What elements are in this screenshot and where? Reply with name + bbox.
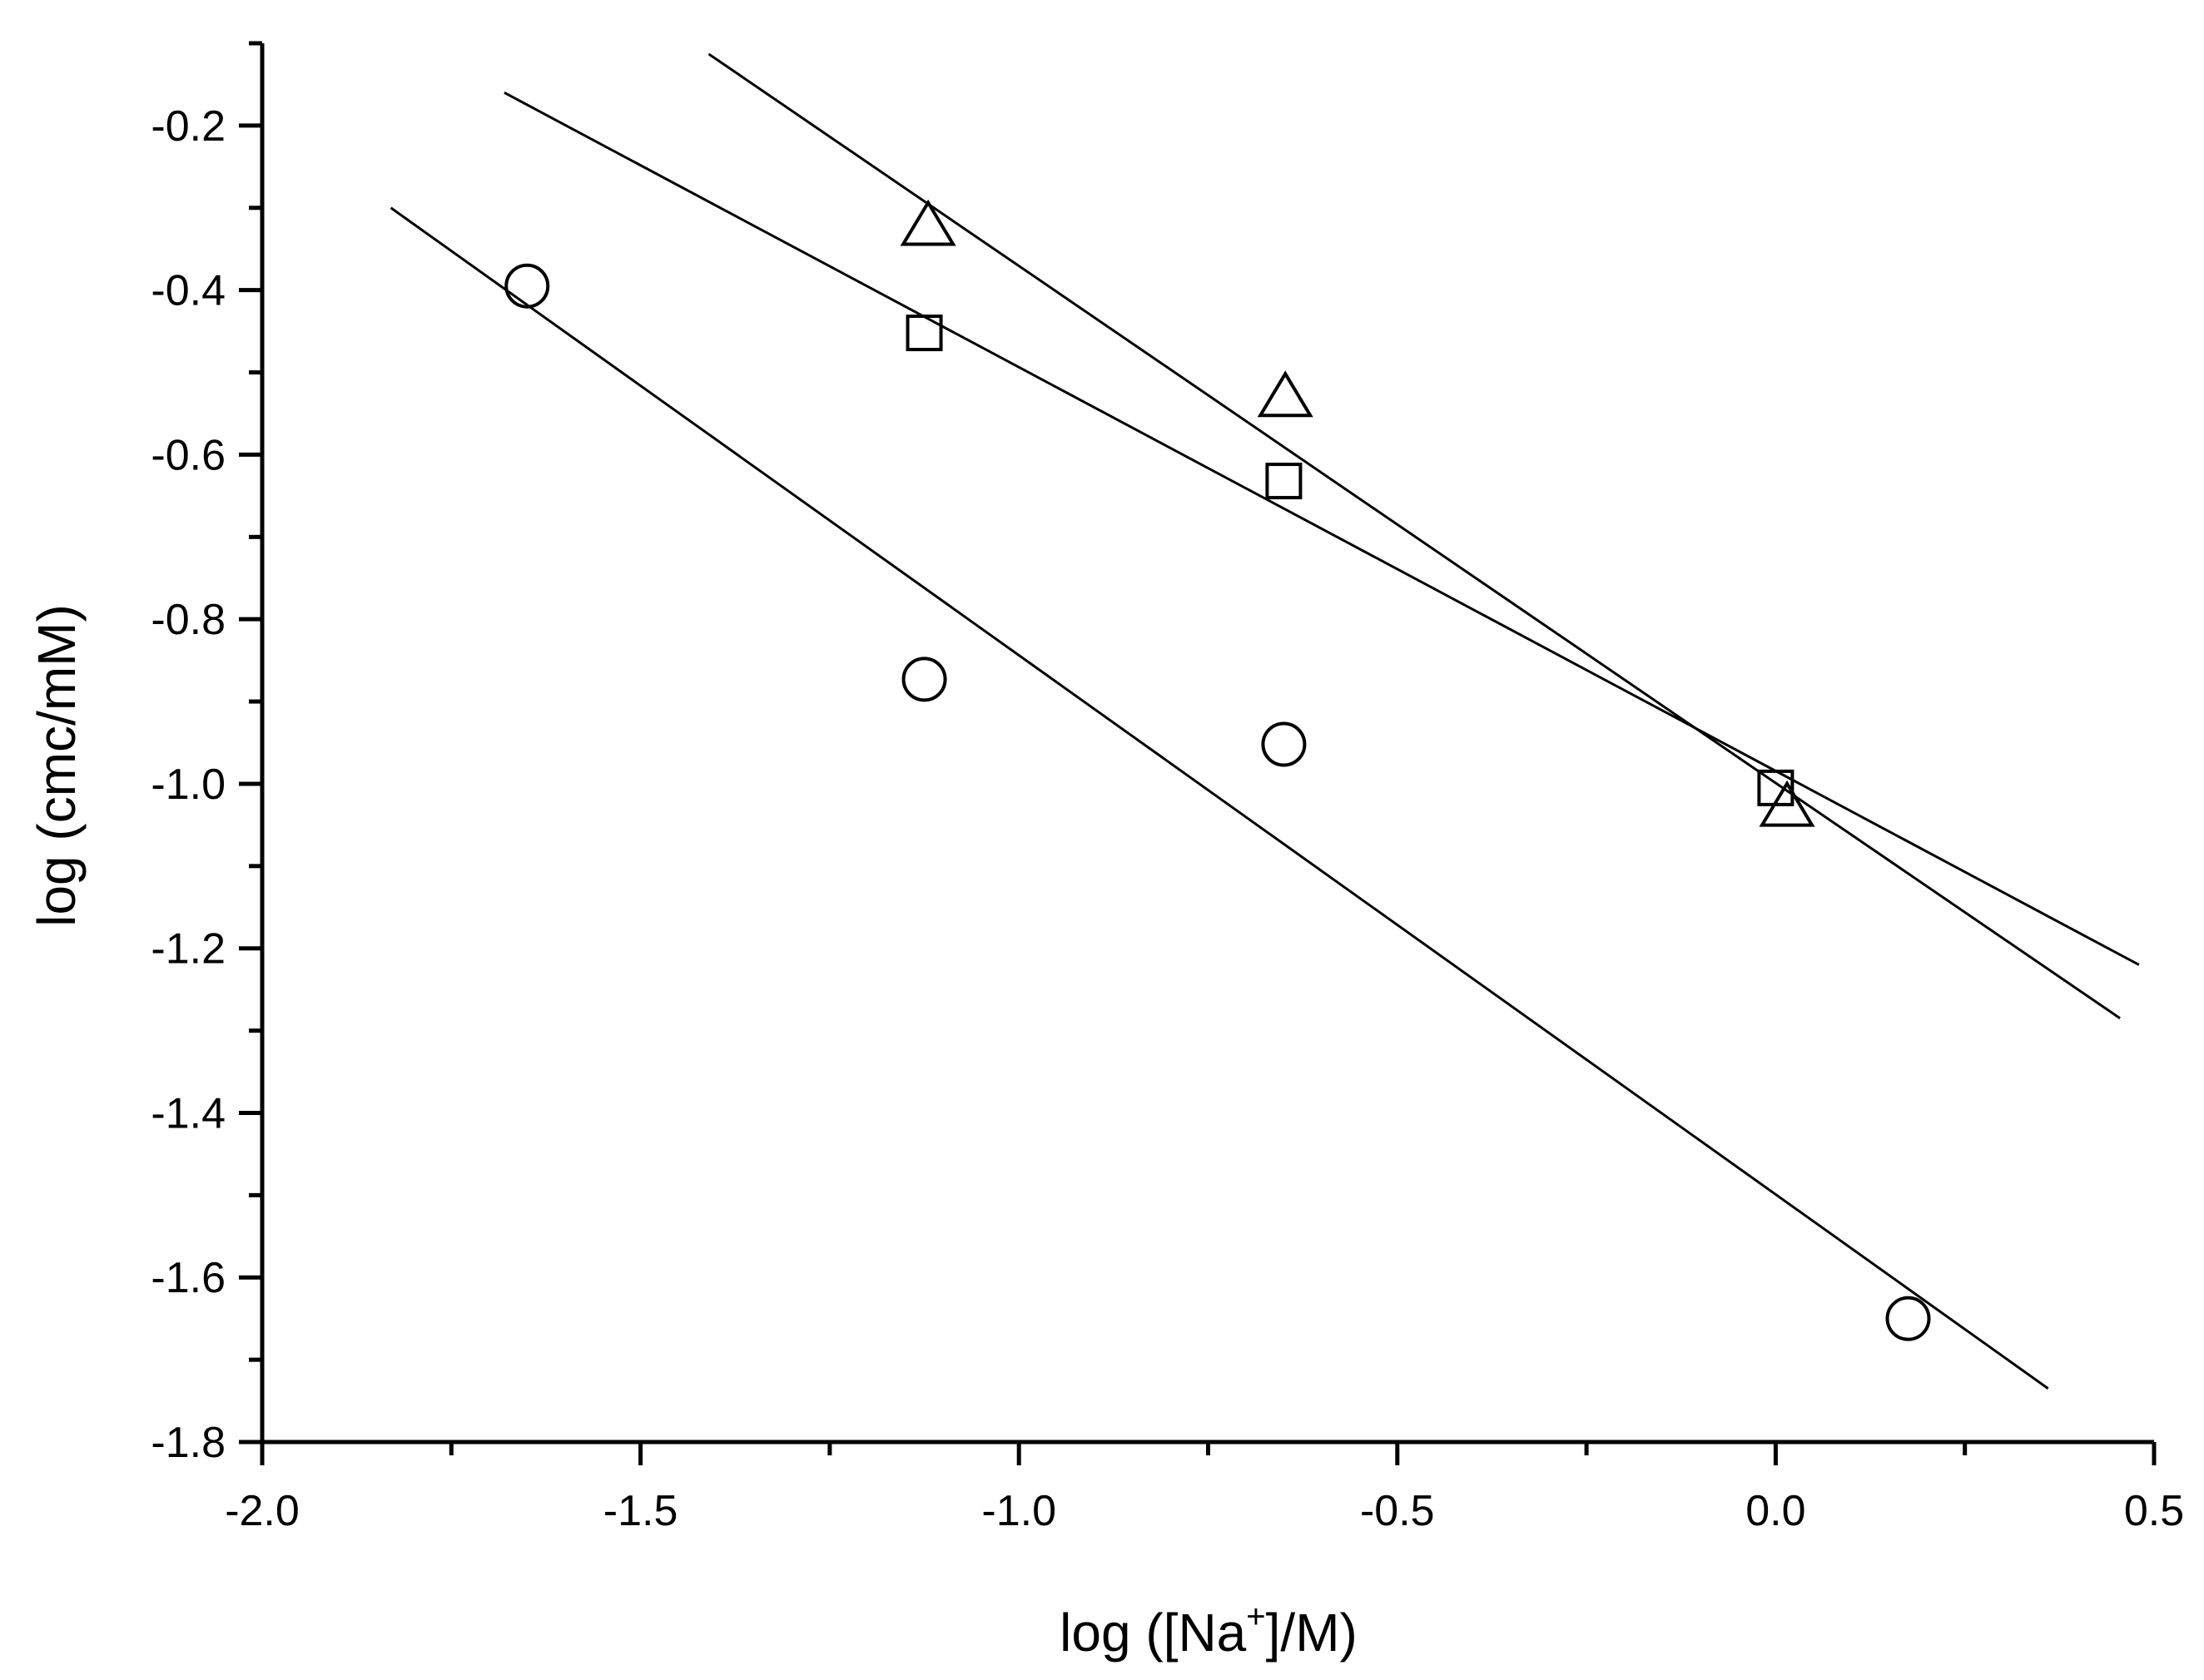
y-tick-label: -0.4 — [151, 267, 226, 315]
x-tick-label: 0.0 — [1745, 1487, 1805, 1535]
square-marker — [1265, 463, 1303, 500]
x-tick-label: -2.0 — [225, 1487, 300, 1535]
y-axis-ticks: -1.8 -1.6 -1.4 -1.2 -1.0 -0.8 -0.6 -0.4 -0.2 — [151, 41, 262, 1467]
triangle-marker — [1257, 370, 1313, 418]
triangle-marker — [1759, 780, 1815, 827]
square-marker — [906, 315, 943, 352]
triangle-marker — [900, 199, 956, 246]
y-tick-label: -1.6 — [151, 1254, 226, 1302]
plot-area — [390, 52, 2140, 1390]
circle-marker — [1261, 721, 1307, 767]
x-axis-title-prefix: log ([Na — [1060, 1603, 1247, 1663]
data-markers — [504, 199, 1931, 1341]
x-tick-label: 0.5 — [2124, 1487, 2184, 1535]
x-axis-title-suffix: ]/M) — [1266, 1603, 1358, 1663]
y-tick-label: -0.2 — [151, 102, 226, 151]
y-tick-label: -0.8 — [151, 596, 226, 644]
axes: -2.0 -1.5 -1.0 -0.5 0.0 0.5 -1.8-1.6-1.4-1.2-… — [151, 41, 2184, 1535]
y-tick-label: -1.4 — [151, 1089, 226, 1137]
circle-marker — [1885, 1296, 1931, 1341]
circles-fit-line — [390, 206, 2049, 1390]
y-tick-label: -1.8 — [151, 1419, 226, 1467]
x-tick-label: -0.5 — [1360, 1487, 1435, 1535]
y-tick-label: -1.2 — [151, 925, 226, 974]
circle-marker — [901, 657, 947, 702]
y-tick-label: -0.6 — [151, 431, 226, 479]
squares-fit-line — [504, 92, 2140, 966]
y-tick-label: -1.0 — [151, 761, 226, 809]
x-tick-label: -1.0 — [981, 1487, 1056, 1535]
circle-marker — [504, 263, 550, 309]
x-tick-label: -1.5 — [603, 1487, 678, 1535]
x-axis-title-superscript: + — [1246, 1598, 1265, 1635]
x-axis-ticks: -2.0 -1.5 -1.0 -0.5 0.0 0.5 — [225, 1442, 2184, 1535]
x-axis-title: log ([Na+]/M) — [1060, 1598, 1358, 1663]
y-axis-title: log (cmc/mM) — [27, 604, 87, 927]
fit-lines — [390, 52, 2140, 1390]
triangles-fit-line — [707, 52, 2121, 1019]
